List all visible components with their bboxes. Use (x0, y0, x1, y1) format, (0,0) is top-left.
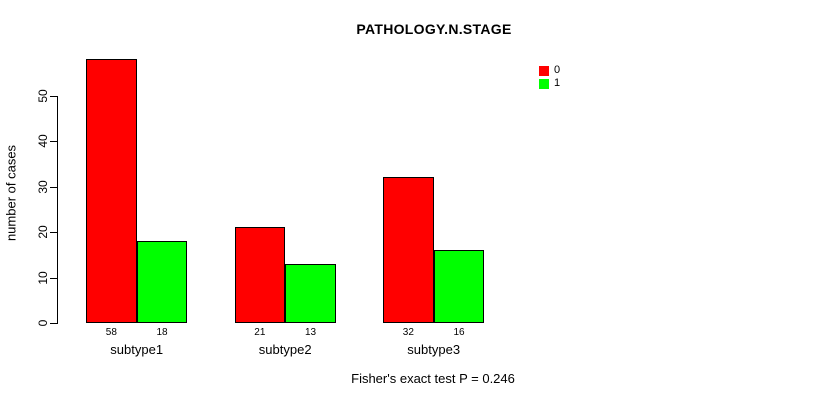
y-tick-mark (50, 323, 57, 324)
legend-label-1: 1 (554, 77, 561, 89)
category-label-subtype1: subtype1 (110, 342, 164, 357)
y-tick-label: 20 (36, 225, 50, 239)
bar-value-label: 18 (156, 327, 168, 338)
bar-value-label: 58 (105, 327, 117, 338)
bar-subtype2-series-0 (234, 227, 286, 323)
bar-subtype3-series-0 (383, 177, 434, 323)
y-axis-label: number of cases (3, 144, 19, 242)
bar-value-label: 21 (254, 327, 266, 338)
y-tick-mark (50, 95, 57, 97)
y-tick-label: 10 (36, 270, 50, 285)
legend-swatch-0 (539, 65, 549, 76)
y-tick-label: 0 (36, 319, 50, 327)
category-label-subtype2: subtype2 (258, 342, 312, 357)
y-tick-label: 30 (36, 179, 50, 194)
y-tick-label: 40 (36, 134, 50, 148)
y-tick-label: 50 (36, 88, 50, 103)
legend-label-0: 0 (554, 64, 561, 76)
legend-swatch-1 (539, 78, 549, 89)
legend-item-0: 0 (539, 65, 560, 76)
y-tick-mark (50, 277, 57, 279)
chart-title: PATHOLOGY.N.STAGE (356, 21, 512, 37)
bar-subtype1-series-0 (86, 59, 137, 323)
bar-value-label: 32 (402, 327, 414, 338)
y-tick-mark (50, 141, 57, 142)
y-axis-line (57, 95, 58, 324)
y-tick-mark (50, 186, 57, 188)
bar-value-label: 16 (453, 327, 465, 338)
bar-subtype3-series-1 (433, 250, 485, 323)
legend-item-1: 1 (539, 78, 560, 89)
bar-value-label: 13 (304, 327, 317, 338)
category-label-subtype3: subtype3 (407, 342, 461, 357)
y-tick-mark (50, 232, 57, 233)
bar-subtype2-series-1 (285, 263, 336, 323)
stat-annotation: Fisher's exact test P = 0.246 (351, 371, 515, 386)
bar-subtype1-series-1 (136, 241, 188, 323)
